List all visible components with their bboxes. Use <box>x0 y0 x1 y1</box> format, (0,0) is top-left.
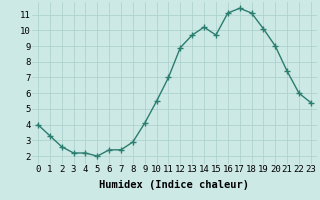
X-axis label: Humidex (Indice chaleur): Humidex (Indice chaleur) <box>100 180 249 190</box>
